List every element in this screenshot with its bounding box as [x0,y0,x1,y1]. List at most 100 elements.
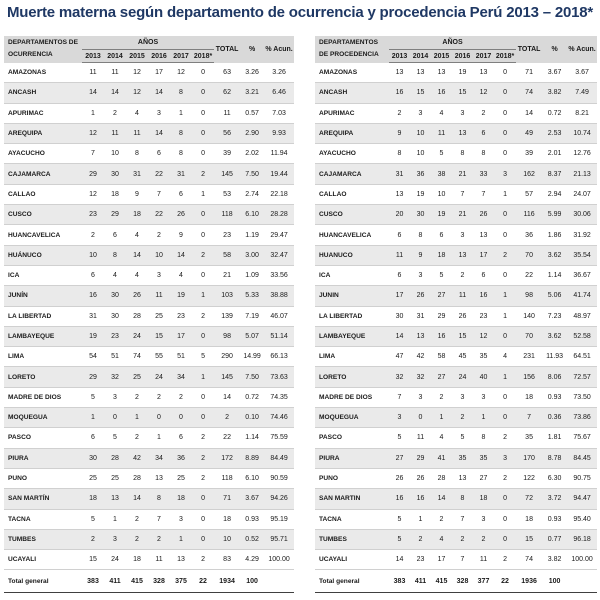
table-cell: 13 [452,468,473,490]
table-cell: 2.94 [542,184,568,206]
table-cell: 0 [192,488,215,510]
table-cell: 58 [431,346,452,368]
table-cell: 29.47 [264,224,295,246]
table-cell: 3.00 [240,245,265,266]
table-cell: 24 [452,366,473,388]
department-name: UCAYALI [315,549,389,571]
table-cell: 18 [104,184,126,206]
table-cell: 35 [452,448,473,469]
table-cell: 6 [148,143,170,165]
table-body: AMAZONAS 13 13 13 19 13 0 71 3.67 3.67 ANCASH 16 15 1… [315,62,598,571]
table-cell: 52.58 [567,326,598,348]
table-cell: 36 [170,448,192,469]
table-cell: 14 [431,488,452,510]
table-cell: 3 [170,509,192,530]
table-cell: 40 [473,366,494,388]
table-cell: 3.82 [542,549,568,571]
table-cell: 1.14 [542,265,568,287]
table-cell: 27 [431,366,452,388]
table-cell: 35 [473,448,494,469]
table-cell: 2 [126,387,148,409]
total-row: Total general 383 411 415 328 377 22 193… [315,569,598,594]
table-cell: 8 [473,427,494,449]
table-cell: 0.10 [240,407,265,429]
dept-header-line1: DEPARTAMENTOS [319,39,378,47]
table-cell: 32 [104,366,126,388]
table-cell: 7.50 [240,366,265,388]
table-cell: 17 [389,285,410,307]
table-cell: 6.10 [240,204,265,226]
year-header: 2015 [431,49,452,63]
table-cell: 36 [410,163,431,185]
table-cell: 0 [192,509,215,530]
table-cell: 0 [494,407,517,429]
table-cell: 54 [82,346,104,368]
table-cell: 3 [148,265,170,287]
table-cell: 30 [389,306,410,327]
table-cell: 10.74 [567,123,598,145]
table-cell: 2 [192,163,215,185]
table-cell: 17 [148,62,170,84]
table-cell: 11 [389,245,410,266]
table-cell: 8 [389,143,410,165]
table-cell: 3 [452,387,473,409]
department-name: SAN MARTÍN [4,488,82,510]
table-cell: 39 [214,143,241,165]
table-cell: 23 [170,306,192,327]
table-cell: 6 [389,224,410,246]
table-cell: 7 [148,184,170,206]
table-cell: 13 [170,549,192,571]
department-name: AYACUCHO [315,143,389,165]
department-name: MADRE DE DIOS [315,387,389,409]
table-cell: 2 [148,387,170,409]
table-cell: 2 [473,103,494,124]
year-header: 2016 [452,49,473,63]
table-cell: 4 [431,427,452,449]
total-cell: 415 [126,569,148,594]
table-cell: 42 [410,346,431,368]
table-cell: 3.82 [542,82,568,104]
table-cell: 72.57 [567,366,598,388]
table-cell: 30 [82,448,104,469]
table-row: LORETO 29 32 25 24 34 1 145 7.50 73.63 [4,366,295,388]
department-name: CUSCO [4,204,82,226]
table-cell: 74 [126,346,148,368]
table-cell: 49 [516,123,543,145]
table-cell: 94.47 [567,488,598,510]
total-cell: 377 [473,569,494,594]
table-cell: 2 [192,245,215,266]
table-cell: 6 [431,224,452,246]
table-cell: 13 [452,245,473,266]
table-cell: 0 [494,387,517,409]
table-cell: 0.77 [542,529,568,551]
table-cell: 10 [148,245,170,266]
table-cell: 23 [82,204,104,226]
department-name: CAJAMARCA [315,163,389,185]
table-cell: 26 [126,285,148,307]
table-cell: 290 [214,346,241,368]
table-cell: 27 [431,285,452,307]
table-cell: 14.99 [240,346,265,368]
department-name: LA LIBERTAD [4,306,82,327]
table-cell: 6 [82,427,104,449]
table-cell: 3 [104,387,126,409]
table-cell: 145 [214,163,241,185]
table-cell: 41 [431,448,452,469]
table-row: JUNÍN 16 30 26 11 19 1 103 5.33 38.88 [4,285,295,307]
year-header: 2018* [494,49,517,63]
table-cell: 48.97 [567,306,598,327]
table-cell: 28 [126,468,148,490]
table-cell: 26 [410,285,431,307]
department-name: PIURA [4,448,82,469]
table-cell: 8 [170,123,192,145]
table-cell: 42 [126,448,148,469]
table-cell: 64.51 [567,346,598,368]
table-cell: 122 [516,468,543,490]
table-cell: 0.93 [240,509,265,530]
table-cell: 98 [516,285,543,307]
table-cell: 2 [126,427,148,449]
table-cell: 1 [82,103,104,124]
table-cell: 8 [452,143,473,165]
table-cell: 12 [126,82,148,104]
table-cell: 10 [104,143,126,165]
